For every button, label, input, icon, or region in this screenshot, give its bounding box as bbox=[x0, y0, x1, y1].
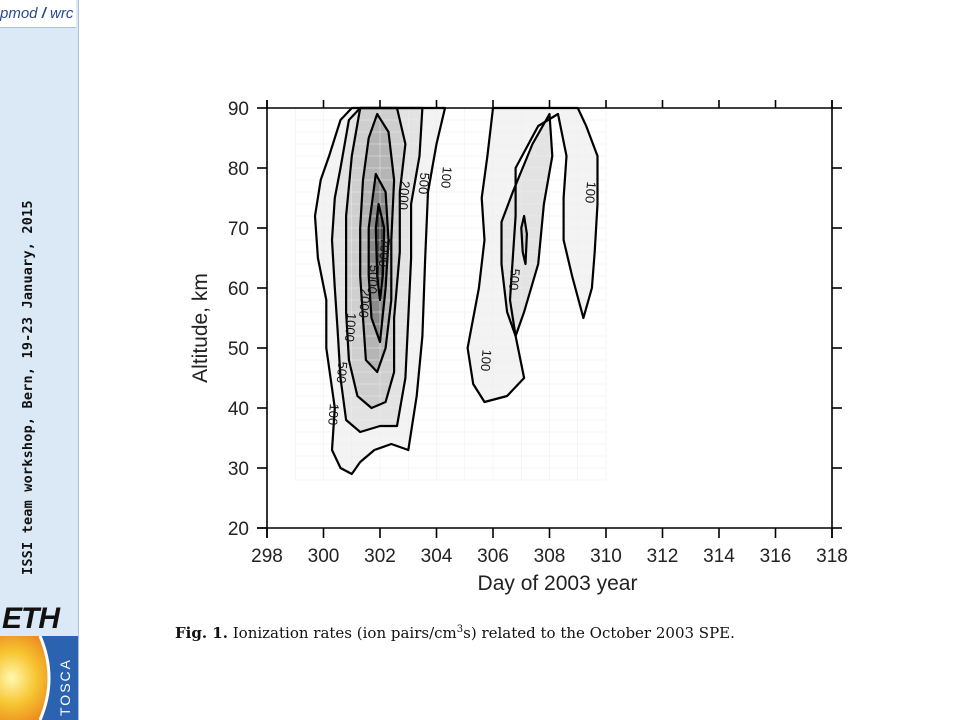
x-axis-label: Day of 2003 year bbox=[478, 572, 638, 595]
contour-chart: 1005002000700050002000100050010050010010… bbox=[189, 99, 848, 595]
contour-label: 500 bbox=[334, 361, 351, 384]
x-tick-label: 300 bbox=[308, 546, 340, 567]
contour-line-500 bbox=[500, 112, 554, 338]
axes bbox=[257, 100, 842, 538]
caption-label: Fig. 1. bbox=[175, 624, 228, 642]
y-tick-label: 40 bbox=[228, 399, 249, 420]
contour-line-1000 bbox=[520, 214, 528, 266]
contour-fill-500 bbox=[501, 114, 553, 336]
contour-line-100 bbox=[313, 106, 447, 476]
figure: 100 500 2000 7000 5000 2000 1000 500 100 500 100 10… bbox=[180, 90, 860, 615]
contour-label: 100 bbox=[325, 403, 342, 426]
contour-line-5000 bbox=[367, 172, 390, 344]
x-tick-label: 298 bbox=[251, 546, 283, 567]
y-tick-label: 90 bbox=[228, 99, 249, 120]
contour-line-7000 bbox=[374, 202, 386, 302]
y-tick-label: 50 bbox=[228, 339, 249, 360]
y-tick-label: 80 bbox=[228, 159, 249, 180]
caption-text-after: s) related to the October 2003 SPE. bbox=[463, 624, 735, 642]
contour-label: 1000 bbox=[342, 312, 359, 342]
x-tick-label: 310 bbox=[590, 546, 622, 567]
contour-label: 2000 bbox=[356, 288, 373, 318]
logo-sep: / bbox=[41, 5, 46, 22]
contour-line-2000 bbox=[359, 112, 396, 374]
contour-label: 2000 bbox=[396, 180, 413, 210]
contour-shading bbox=[315, 108, 598, 474]
x-tick-label: 308 bbox=[534, 546, 566, 567]
sidebar: pmod / wrc ISSI team workshop, Bern, 19-… bbox=[0, 0, 79, 720]
y-tick-label: 30 bbox=[228, 459, 249, 480]
x-tick-label: 314 bbox=[703, 546, 735, 567]
contour-label: 500 bbox=[506, 268, 523, 291]
contour-label: 100 bbox=[582, 181, 599, 204]
y-tick-label: 60 bbox=[228, 279, 249, 300]
x-tick-labels: 298 300 302 304 306 308 310 312 314 316 318 bbox=[251, 546, 848, 567]
y-tick-label: 20 bbox=[228, 519, 249, 540]
y-tick-labels: 20 30 40 50 60 70 80 90 bbox=[228, 99, 249, 540]
y-axis-label: Altitude, km bbox=[189, 273, 212, 383]
workshop-vertical-text: ISSI team workshop, Bern, 19-23 January,… bbox=[20, 200, 36, 575]
y-tick-label: 70 bbox=[228, 219, 249, 240]
eth-logo: ETH bbox=[2, 602, 60, 635]
tosca-text: TOSCA bbox=[57, 658, 73, 716]
contour-label: 5000 bbox=[364, 264, 381, 294]
x-tick-label: 304 bbox=[421, 546, 453, 567]
x-tick-label: 302 bbox=[364, 546, 396, 567]
caption-text-before: Ionization rates (ion pairs/cm bbox=[232, 624, 457, 642]
pmod-wrc-logo: pmod / wrc bbox=[0, 0, 76, 28]
figure-caption: Fig. 1. Ionization rates (ion pairs/cm3s… bbox=[175, 624, 935, 642]
tosca-logo: TOSCA bbox=[0, 636, 78, 720]
x-tick-label: 306 bbox=[477, 546, 509, 567]
contour-labels: 1005002000700050002000100050010050010010… bbox=[325, 166, 599, 426]
contour-label: 7000 bbox=[376, 237, 393, 267]
logo-right: wrc bbox=[50, 5, 74, 22]
x-tick-label: 312 bbox=[647, 546, 679, 567]
logo-left: pmod bbox=[0, 5, 38, 22]
contour-label: 100 bbox=[438, 166, 455, 189]
contour-label: 100 bbox=[478, 349, 495, 372]
contour-line-1000 bbox=[345, 106, 407, 410]
contour-label: 500 bbox=[416, 172, 433, 195]
x-tick-label: 318 bbox=[816, 546, 848, 567]
caption-superscript: 3 bbox=[456, 624, 464, 635]
x-tick-label: 316 bbox=[760, 546, 792, 567]
